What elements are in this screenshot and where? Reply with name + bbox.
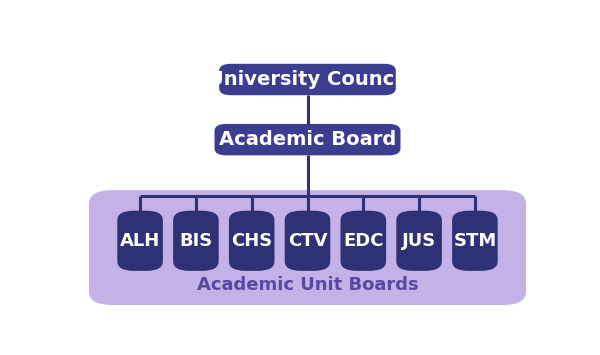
Text: CTV: CTV	[288, 232, 327, 250]
FancyBboxPatch shape	[452, 211, 497, 271]
Text: BIS: BIS	[179, 232, 212, 250]
Text: STM: STM	[453, 232, 497, 250]
Text: JUS: JUS	[402, 232, 436, 250]
Text: ALH: ALH	[120, 232, 160, 250]
FancyBboxPatch shape	[285, 211, 330, 271]
Text: EDC: EDC	[343, 232, 383, 250]
FancyBboxPatch shape	[397, 211, 442, 271]
Text: CHS: CHS	[231, 232, 272, 250]
FancyBboxPatch shape	[341, 211, 386, 271]
Text: Academic Board: Academic Board	[219, 130, 396, 149]
FancyBboxPatch shape	[219, 64, 396, 95]
FancyBboxPatch shape	[229, 211, 274, 271]
FancyBboxPatch shape	[118, 211, 163, 271]
Text: University Council: University Council	[208, 70, 407, 89]
FancyBboxPatch shape	[215, 124, 401, 155]
Text: Academic Unit Boards: Academic Unit Boards	[197, 275, 418, 294]
FancyBboxPatch shape	[89, 190, 526, 305]
FancyBboxPatch shape	[173, 211, 218, 271]
